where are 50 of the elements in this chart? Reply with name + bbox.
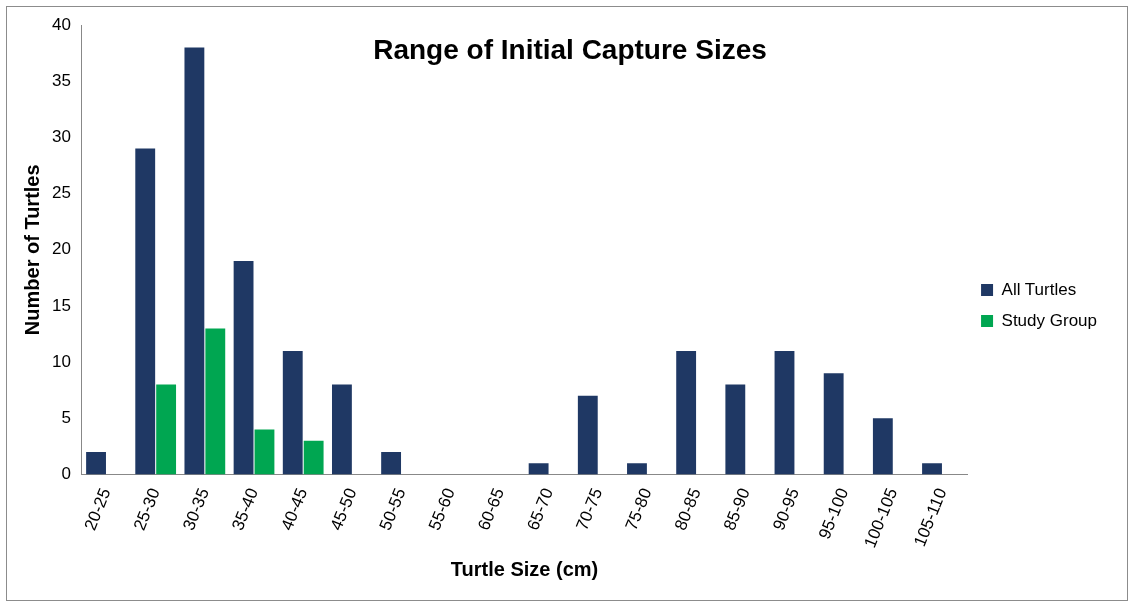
y-tick-label: 20 <box>51 239 71 259</box>
x-tick-label: 95-100 <box>814 485 853 542</box>
bar <box>922 463 942 475</box>
x-tick-label: 60-65 <box>474 485 508 533</box>
y-axis-title: Number of Turtles <box>20 164 43 336</box>
x-tick-label: 30-35 <box>179 485 213 533</box>
x-tick-label: 25-30 <box>129 485 164 533</box>
bar <box>282 350 303 475</box>
x-tick-label: 45-50 <box>326 485 361 533</box>
y-tick-label: 5 <box>61 408 71 428</box>
bar <box>676 350 697 475</box>
y-tick-label: 25 <box>51 183 71 203</box>
x-tick-label: 40-45 <box>277 485 312 533</box>
bar <box>823 373 844 475</box>
y-tick-label: 35 <box>51 70 71 90</box>
bar <box>774 350 795 475</box>
x-tick-label: 70-75 <box>572 485 607 533</box>
bar <box>331 384 352 475</box>
bar <box>135 148 156 475</box>
x-tick-label: 35-40 <box>228 485 263 533</box>
bar <box>205 328 226 475</box>
y-tick-label: 30 <box>51 127 71 147</box>
x-tick-label: 75-80 <box>621 485 656 533</box>
legend-label: All Turtles <box>1001 279 1077 299</box>
x-tick-label: 50-55 <box>375 485 410 533</box>
y-tick-label: 0 <box>61 464 71 484</box>
bar <box>381 452 402 475</box>
bar <box>577 395 598 475</box>
bar <box>156 384 177 475</box>
x-tick-label: 55-60 <box>424 485 459 533</box>
bar <box>627 463 647 475</box>
bar <box>528 463 549 475</box>
x-tick-label: 80-85 <box>670 485 705 533</box>
bar <box>303 440 324 475</box>
y-tick-label: 10 <box>51 351 71 371</box>
x-tick-label: 85-90 <box>719 485 754 533</box>
bar <box>86 452 106 475</box>
x-tick-label: 20-25 <box>80 485 115 533</box>
bar <box>725 384 746 475</box>
y-tick-label: 40 <box>51 14 71 34</box>
x-axis-title: Turtle Size (cm) <box>450 557 599 580</box>
bar <box>184 47 205 475</box>
y-tick-label: 15 <box>51 295 71 315</box>
bar <box>254 429 275 475</box>
chart-title: Range of Initial Capture Sizes <box>373 33 767 65</box>
bar <box>872 418 893 475</box>
legend-label: Study Group <box>1001 310 1098 330</box>
x-tick-label: 65-70 <box>523 485 558 533</box>
bar <box>233 260 254 475</box>
x-tick-label: 90-95 <box>769 485 803 533</box>
